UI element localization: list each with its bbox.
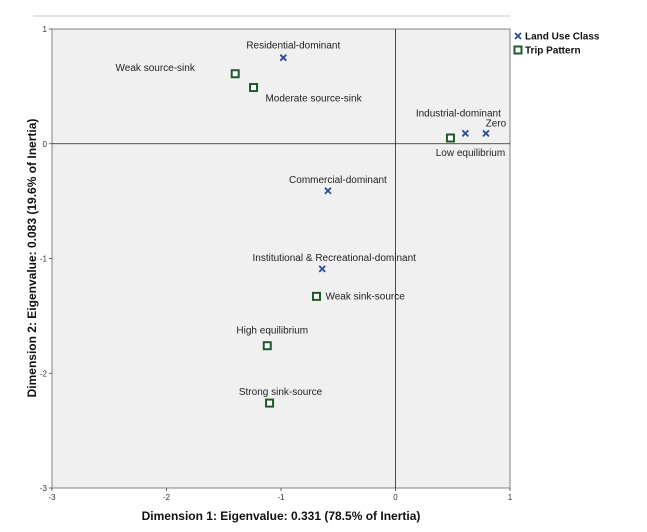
marker-stroke [482, 129, 490, 138]
y-tick-label: 0 [43, 140, 48, 149]
point-label: Commercial-dominant [289, 175, 387, 186]
land-use-marker [318, 265, 326, 273]
trip-pattern-marker [265, 398, 275, 408]
point-label: Industrial-dominant [416, 108, 501, 119]
marker-stroke [461, 129, 469, 138]
y-axis-title: Dimension 2: Eigenvalue: 0.083 (19.6% of… [25, 119, 39, 398]
y-tick-label: -3 [40, 484, 48, 493]
point-label: Institutional & Recreational-dominant [253, 253, 417, 264]
data-points: Residential-dominant Industrial-dominantZ… [116, 41, 507, 408]
trip-pattern-marker [262, 341, 272, 351]
marker-stroke [318, 265, 326, 273]
trip-pattern-marker [445, 133, 455, 143]
marker-stroke [324, 187, 332, 195]
x-tick-label: 1 [508, 493, 513, 502]
reference-lines [52, 29, 510, 488]
land-use-marker [279, 54, 287, 62]
land-use-marker [324, 187, 332, 195]
trip-pattern-marker [249, 83, 259, 93]
point-label: Strong sink-source [239, 387, 323, 398]
x-axis-title: Dimension 1: Eigenvalue: 0.331 (78.5% of… [142, 509, 421, 523]
y-axis-ticks: 1 0 -1 -2 -3 [40, 25, 52, 493]
y-tick-label: -1 [40, 255, 48, 264]
trip-pattern-marker [230, 69, 240, 79]
point-label: Moderate source-sink [265, 94, 362, 105]
y-tick-label: -2 [40, 369, 48, 378]
legend-square-icon [513, 45, 523, 55]
legend-icon-stroke [514, 32, 522, 40]
point-label: Low equilibrium [436, 148, 505, 159]
x-tick-label: 0 [393, 493, 398, 502]
point-label: High equilibrium [236, 326, 308, 337]
point-label: Weak source-sink [116, 63, 196, 74]
x-axis-ticks: -3 -2 -1 0 1 [48, 488, 513, 502]
point-label: Residential-dominant [246, 41, 340, 52]
y-tick-label: 1 [43, 25, 48, 34]
x-tick-label: -2 [163, 493, 171, 502]
point-label: Weak sink-source [325, 291, 405, 302]
legend: Land Use Class Trip Pattern [513, 32, 600, 57]
legend-x-icon [514, 32, 522, 40]
land-use-marker [482, 129, 490, 138]
legend-label: Land Use Class [525, 32, 600, 43]
legend-label: Trip Pattern [525, 46, 581, 57]
land-use-marker [461, 129, 469, 138]
marker-stroke [279, 54, 287, 62]
trip-pattern-marker [311, 291, 321, 301]
point-label: Zero [486, 118, 507, 129]
x-tick-label: -1 [277, 493, 285, 502]
x-tick-label: -3 [48, 493, 56, 502]
